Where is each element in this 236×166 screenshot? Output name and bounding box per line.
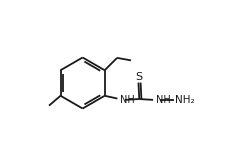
Text: S: S: [135, 72, 142, 82]
Text: NH: NH: [120, 95, 135, 105]
Text: NH₂: NH₂: [176, 95, 195, 105]
Text: NH: NH: [156, 95, 170, 105]
